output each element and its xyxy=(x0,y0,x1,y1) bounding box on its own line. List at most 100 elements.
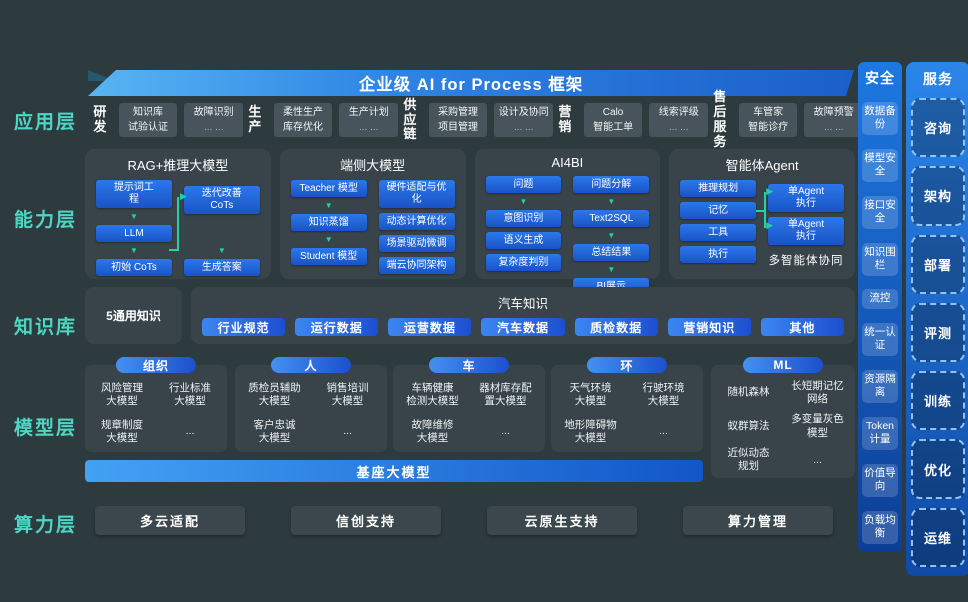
agent-component: 工具 xyxy=(680,224,757,241)
layer-label-application: 应用层 xyxy=(14,112,78,133)
banner: 企业级 AI for Process 框架 xyxy=(88,70,854,96)
security-item: 模型安全 xyxy=(862,148,898,182)
edge-left-column: Teacher 模型 ▼ 知识蒸馏 ▼ Student 模型 xyxy=(290,180,367,274)
app-box: 知识库 试验认证 xyxy=(118,103,178,137)
cap-box-ai4bi: AI4BI 问题 ▼ 意图识别 语义生成 复杂度判别 问题分解 ▼ Text2S… xyxy=(474,149,661,295)
knowledge-pill: 营销知识 xyxy=(667,318,751,336)
rag-step-initial-cots: 初始 CoTs xyxy=(96,259,172,276)
model-item: 风险管理 大模型 xyxy=(101,382,143,408)
ai4bi-flow: 问题 ▼ 意图识别 语义生成 复杂度判别 问题分解 ▼ Text2SQL ▼ 总… xyxy=(483,176,653,295)
app-box: 设计及协同 ... ... xyxy=(494,103,554,137)
edge-right-column: 硬件适配与优 化 动态计算优化 场景驱动微调 端云协同架构 xyxy=(378,180,455,274)
ai4bi-step: 问题分解 xyxy=(573,176,650,193)
edge-step-distill: 知识蒸馏 xyxy=(290,214,367,231)
model-group-items: 天气环境 大模型 行驶环境 大模型 地形障碍物 大模型 ... xyxy=(554,378,700,449)
ai4bi-left-column: 问题 ▼ 意图识别 语义生成 复杂度判别 xyxy=(485,176,562,295)
knowledge-pill: 质检数据 xyxy=(574,318,658,336)
app-box: 柔性生产 库存优化 xyxy=(273,103,333,137)
arrow-down-icon: ▼ xyxy=(519,197,528,206)
service-panel-title: 服务 xyxy=(923,71,953,87)
edge-item: 硬件适配与优 化 xyxy=(378,180,455,208)
security-item: 接口安全 xyxy=(862,195,898,229)
model-item: 行驶环境 大模型 xyxy=(642,382,685,408)
rag-step-prompt: 提示词工 程 xyxy=(96,180,172,208)
general-knowledge-box: 5通用知识 xyxy=(85,287,182,344)
arrow-down-icon: ▼ xyxy=(129,246,138,255)
model-group-items: 车辆健康 检测大模型 器材库存配 置大模型 故障维修 大模型 ... xyxy=(396,378,542,449)
service-item: 咨询 xyxy=(911,98,965,158)
cap-box-agent: 智能体Agent 推理规划 记忆 工具 执行 单Agent 执行 单Agent … xyxy=(669,149,855,279)
model-group-person: 人 质检员辅助 大模型 销售培训 大模型 客户忠诚 大模型 ... xyxy=(235,357,387,452)
ai4bi-step: 复杂度判别 xyxy=(485,254,562,271)
ai4bi-step: 意图识别 xyxy=(485,210,562,227)
app-group-label: 营销 xyxy=(558,104,572,134)
edge-step-student: Student 模型 xyxy=(290,248,367,265)
model-group-header: 组织 xyxy=(116,357,196,373)
security-item: 负载均衡 xyxy=(862,510,898,544)
security-item: 价值导向 xyxy=(862,463,898,497)
service-panel: 服务 咨询 架构 部署 评测 训练 优化 运维 xyxy=(906,62,968,576)
banner-title: 企业级 AI for Process 框架 xyxy=(358,76,584,94)
rag-flow: 提示词工 程 ▼ LLM ▼ 初始 CoTs 迭代改善 CoTs ▼ 生成答案 xyxy=(93,180,263,276)
app-item: 智能工单 xyxy=(593,122,634,133)
model-layer-row: 组织 风险管理 大模型 行业标准 大模型 规章制度 大模型 ... 人 质检员辅… xyxy=(85,356,855,482)
knowledge-pill: 运行数据 xyxy=(295,318,379,336)
security-item: 资源隔离 xyxy=(862,369,898,404)
layer-label-model: 模型层 xyxy=(14,418,78,439)
knowledge-pill-row: 行业规范 运行数据 运营数据 汽车数据 质检数据 营销知识 其他 xyxy=(202,318,844,336)
agent-flow: 推理规划 记忆 工具 执行 单Agent 执行 单Agent 执行 多智能体协同 xyxy=(677,180,847,268)
app-item: 设计及协同 xyxy=(498,107,549,118)
app-group-aftersales: 售后 服务 车管家 智能诊疗 故障预警 ... ... xyxy=(708,89,864,150)
agent-component: 执行 xyxy=(680,246,757,263)
ai4bi-step: Text2SQL xyxy=(573,210,650,227)
model-item: 天气环境 大模型 xyxy=(569,382,612,408)
compute-box-cloudnative: 云原生支持 xyxy=(487,506,637,535)
app-box: 采购管理 项目管理 xyxy=(428,103,488,137)
security-panel-title: 安全 xyxy=(865,70,895,86)
banner-fold-decoration xyxy=(88,70,116,81)
ai4bi-right-column: 问题分解 ▼ Text2SQL ▼ 总结结果 ▼ BI展示 xyxy=(573,176,650,295)
rag-step-llm: LLM xyxy=(96,225,172,242)
model-item: 多变量灰色 模型 xyxy=(791,413,844,439)
layer-label-knowledge: 知识库 xyxy=(14,317,78,338)
arrow-down-icon: ▼ xyxy=(324,201,333,210)
model-group-header: 人 xyxy=(271,357,351,373)
app-group-label: 供应 链 xyxy=(403,96,417,142)
model-item: 客户忠诚 大模型 xyxy=(253,418,296,444)
edge-step-teacher: Teacher 模型 xyxy=(290,180,367,197)
arrow-down-icon: ▼ xyxy=(607,231,616,240)
security-item: 知识围栏 xyxy=(862,242,898,276)
edge-item: 场景驱动微调 xyxy=(378,235,455,252)
compute-layer-row: 多云适配 信创支持 云原生支持 算力管理 xyxy=(95,506,833,535)
cap-box-rag: RAG+推理大模型 提示词工 程 ▼ LLM ▼ 初始 CoTs 迭代改善 Co… xyxy=(85,149,271,279)
app-group-supply-chain: 供应 链 采购管理 项目管理 设计及协同 ... ... xyxy=(398,96,554,143)
app-group-production: 生产 柔性生产 库存优化 生产计划 ... ... xyxy=(243,103,399,137)
auto-knowledge-panel: 汽车知识 行业规范 运行数据 运营数据 汽车数据 质检数据 营销知识 其他 xyxy=(191,287,855,344)
app-item: 知识库 xyxy=(133,107,164,118)
app-item-more: ... ... xyxy=(824,122,844,133)
app-box: Calo 智能工单 xyxy=(583,103,643,137)
connector-line xyxy=(756,210,765,212)
model-group-items: 风险管理 大模型 行业标准 大模型 规章制度 大模型 ... xyxy=(88,378,224,449)
service-item: 部署 xyxy=(911,234,965,294)
arrow-right-icon: ▶ xyxy=(766,186,774,196)
model-item-more: ... xyxy=(813,453,822,466)
model-group-header: 车 xyxy=(429,357,509,373)
model-item: 车辆健康 检测大模型 xyxy=(406,382,459,408)
connector-line xyxy=(764,192,767,228)
compute-box-multicloud: 多云适配 xyxy=(95,506,245,535)
arrow-down-icon: ▼ xyxy=(217,246,226,255)
model-item-more: ... xyxy=(659,425,668,438)
model-item: 长短期记忆 网络 xyxy=(791,379,844,405)
model-item: 蚁群算法 xyxy=(727,419,770,432)
model-item: 故障维修 大模型 xyxy=(411,418,454,444)
model-group-header: 环 xyxy=(587,357,667,373)
agent-right-column: 单Agent 执行 单Agent 执行 多智能体协同 xyxy=(768,180,844,268)
model-item: 器材库存配 置大模型 xyxy=(479,382,532,408)
cap-box-title: RAG+推理大模型 xyxy=(127,158,229,173)
app-item-more: ... ... xyxy=(358,122,379,133)
app-item-more: ... ... xyxy=(203,122,224,133)
cap-box-edge-model: 端侧大模型 Teacher 模型 ▼ 知识蒸馏 ▼ Student 模型 硬件适… xyxy=(279,149,466,279)
capability-layer-row: RAG+推理大模型 提示词工 程 ▼ LLM ▼ 初始 CoTs 迭代改善 Co… xyxy=(85,149,855,295)
